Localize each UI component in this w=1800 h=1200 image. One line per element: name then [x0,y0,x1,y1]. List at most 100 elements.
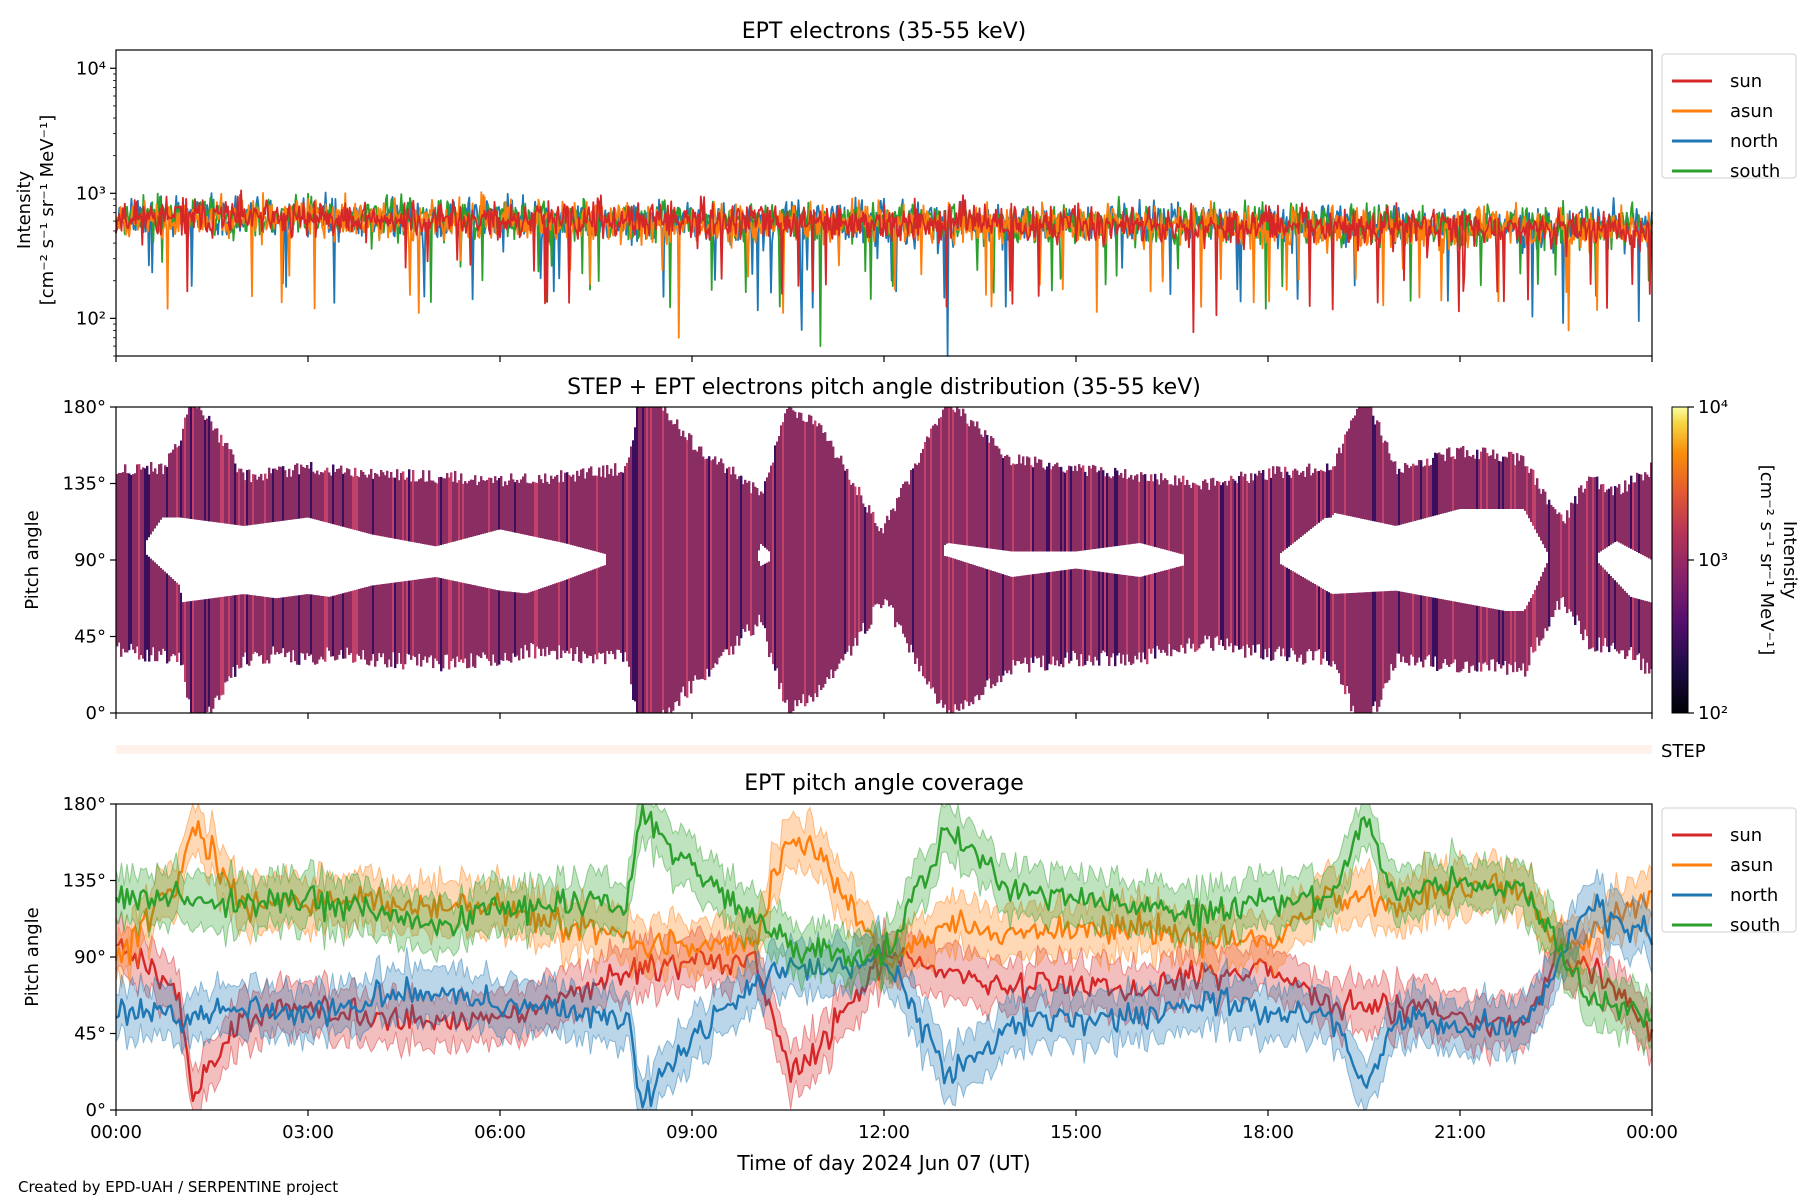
pad-column [1170,484,1173,657]
pad-gap [1114,546,1117,574]
pad-gap [1520,509,1523,611]
pad-column [884,523,887,600]
pad-column [930,428,933,689]
pad-column [1218,481,1221,645]
pad-gap [186,518,189,602]
pad-gap [1078,551,1081,569]
pad-gap [160,519,163,568]
coverage-axes-frame [115,803,1653,1111]
pad-gap [356,530,359,590]
pad-column [1584,488,1587,630]
pad-gap [1390,524,1393,591]
legend-label-sun: sun [1730,71,1762,92]
pad-gap [1172,551,1175,569]
pad-column [134,473,137,654]
pad-column [740,475,743,639]
pad-column [660,407,663,713]
pad-gap [1122,545,1125,575]
sun-intensity-line [115,189,1653,334]
pad-gap [398,539,401,582]
pad-gap [758,550,761,561]
pad-column [948,407,951,711]
pad-gap [600,552,603,567]
pad-gap [286,520,289,597]
pad-column [618,472,621,650]
pad-gap [182,517,185,603]
pad-gap [1358,518,1361,593]
pad-column [1236,483,1239,646]
coverage-xlabel: Time of day 2024 Jun 07 (UT) [736,1151,1030,1175]
pad-gap [318,520,321,596]
pad-column [922,448,925,677]
pad-gap [472,536,475,585]
pad-gap [954,543,957,559]
pad-gap [172,517,175,579]
pad-gap [364,532,367,588]
pad-column [832,446,835,678]
pad-column [690,434,693,694]
pad-gap [1282,551,1285,566]
pad-gap [300,518,303,595]
pad-gap [1378,522,1381,592]
pad-gap [290,519,293,597]
pad-gap [220,522,223,597]
pad-column [126,473,129,653]
pad-gap [1610,544,1613,576]
pad-column [652,407,655,713]
pad-gap [766,549,769,563]
pad-gap [176,517,179,583]
pad-column [842,464,845,661]
pad-gap [1650,559,1653,603]
pad-column [686,440,689,698]
coverage-legend: sun asun north south [1661,807,1797,936]
pad-column [1582,492,1585,641]
pad-column [780,425,783,683]
pad-gap [214,522,217,598]
y-tick-label: 10⁴ [76,58,106,79]
pad-gap [580,547,583,575]
pad-gap [510,531,513,592]
pad-gap [1326,517,1329,592]
sun-coverage-line [115,938,1654,1103]
pad-gap [1062,551,1065,571]
coverage-panel: EPT pitch angle coverage Pitch angle 0° 4… [22,771,1797,1175]
intensity-series-group [115,189,1653,357]
pad-gap [444,544,447,579]
pad-gap [1116,546,1119,574]
pad-column [914,463,917,664]
pad-gap [1644,556,1647,601]
pad-gap [248,525,251,595]
pad-gap [170,517,173,578]
pad-column [1562,521,1565,597]
pad-gap [1022,551,1025,576]
pad-column [746,482,749,625]
pad-gap [1068,551,1071,570]
y-tick-label: 10³ [76,183,106,204]
pad-gap [434,546,437,578]
pad-gap [488,532,491,589]
pad-gap [1334,513,1337,594]
pad-gap [304,517,307,595]
pad-gap [218,522,221,598]
pad-gap [280,521,283,598]
pad-gap [566,543,569,580]
pad-gap [576,546,579,576]
pad-column [1560,514,1563,599]
pad-column [710,460,713,670]
pad-gap [224,523,227,597]
pad-gap [1486,509,1489,608]
pad-gap [992,549,995,571]
pad-column [1242,476,1245,647]
step-strip [116,745,1652,754]
intensity-panel: EPT electrons (35-55 keV) Intensity [cm⁻… [14,19,1797,362]
pad-gap [324,522,327,597]
pad-column [936,425,939,704]
pad-gap [362,532,365,588]
pad-gap [548,539,551,586]
intensity-ylabel: Intensity [cm⁻² s⁻¹ sr⁻¹ MeV⁻¹] [14,115,58,306]
pad-column [1596,476,1599,651]
pad-gap [1430,516,1433,598]
pad-gap [360,531,363,589]
pad-gap [1330,517,1333,594]
pad-gap [1432,516,1435,598]
